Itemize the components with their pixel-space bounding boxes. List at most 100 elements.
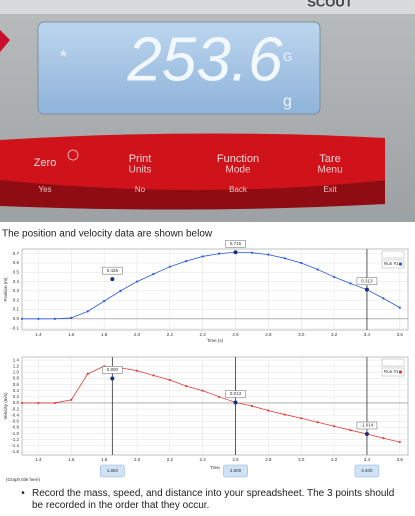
unit-lower: g [283, 93, 292, 110]
annotation-point [110, 277, 115, 282]
x-tick-label: 1.6 [68, 457, 75, 462]
x-tick-label: 2.6 [232, 332, 239, 337]
data-point [135, 280, 139, 283]
x-tick-label: 3.6 [397, 457, 404, 462]
x-tick-label: 1.6 [68, 332, 75, 337]
annotation-box [225, 240, 246, 248]
data-point [201, 389, 204, 392]
y-tick-label: 1.0 [13, 370, 20, 375]
x-tick-label: 2.0 [134, 332, 141, 337]
cursor-label: 1.850 [107, 468, 119, 473]
data-point [103, 300, 106, 303]
y-tick-label: 0.4 [13, 279, 20, 284]
x-axis-label: Time [210, 465, 220, 470]
series-line [22, 365, 400, 443]
data-point [201, 255, 204, 258]
button-sublabel: Units [129, 165, 152, 176]
reading: 253.6 [126, 25, 283, 94]
legend-swatch [399, 370, 402, 374]
indicator: * [60, 47, 67, 67]
data-point [185, 260, 188, 263]
plot-area [21, 248, 409, 331]
x-tick-label: 3.4 [364, 457, 371, 462]
y-tick-label: 1.2 [13, 363, 20, 368]
data-point [300, 417, 303, 420]
cursor-box [100, 464, 125, 478]
data-point [316, 421, 319, 424]
top-edge [0, 0, 415, 14]
data-point [267, 253, 270, 256]
button-alt-label: Exit [323, 185, 337, 194]
button-label: Print [129, 153, 152, 165]
y-tick-label: -0.6 [11, 419, 19, 424]
y-tick-label: -0.4 [11, 412, 19, 417]
lcd [37, 21, 321, 115]
brand: SCOUT [307, 0, 353, 9]
y-tick-label: 0.7 [13, 251, 20, 256]
data-point [349, 282, 352, 285]
x-axis-label: Time (s) [207, 338, 224, 343]
annotation-label: 0.800 [107, 367, 119, 372]
data-point [218, 395, 221, 398]
data-point [332, 425, 336, 428]
data-point [349, 429, 352, 432]
annotation-box [356, 277, 378, 285]
y-tick-label: -1.2 [11, 437, 19, 442]
legend-swatch [399, 262, 402, 266]
annotation-label: 0.715 [230, 241, 242, 246]
annotation-point [364, 431, 369, 436]
data-point [283, 257, 286, 260]
legend-field [381, 250, 405, 259]
button-label: Tare [319, 153, 340, 165]
chart-caption: (Graph title here) [6, 477, 41, 482]
data-point [70, 398, 73, 401]
legend-label: Run #1 [384, 369, 399, 374]
data-point [398, 306, 401, 309]
data-point [152, 273, 155, 276]
y-tick-label: 0.3 [13, 288, 20, 293]
button-alt-label: Back [229, 185, 248, 194]
data-point [332, 275, 336, 279]
data-point [86, 372, 89, 375]
y-axis-label: Velocity (m/s) [3, 392, 8, 420]
bullet-dot: • [21, 488, 25, 499]
y-tick-label: -1.4 [11, 443, 19, 448]
x-tick-label: 1.8 [101, 332, 108, 337]
y-tick-label: 0.5 [13, 269, 20, 274]
data-point [382, 297, 385, 300]
y-tick-label: 0.6 [13, 260, 20, 265]
data-point [250, 404, 254, 408]
x-tick-label: 3.2 [331, 332, 338, 337]
button-label: Zero [34, 157, 57, 169]
annotation-label: 0.013 [230, 391, 242, 396]
annotation-point [233, 400, 238, 405]
data-point [37, 401, 40, 405]
data-point [300, 261, 303, 265]
legend-field [381, 358, 405, 367]
y-tick-label: 0.2 [13, 297, 20, 302]
data-point [53, 401, 56, 405]
button-alt-label: No [135, 185, 146, 194]
data-point [20, 401, 24, 405]
y-tick-label: 0.2 [13, 394, 20, 399]
data-point [53, 317, 56, 320]
y-tick-label: 0.1 [13, 307, 20, 312]
legend-box [381, 367, 405, 377]
cursor-label: 2.600 [230, 468, 242, 473]
x-tick-label: 1.4 [35, 332, 42, 337]
x-tick-label: 2.0 [134, 457, 141, 462]
legend-label: Run #1 [384, 261, 399, 266]
data-point [37, 317, 40, 320]
y-tick-label: -1.0 [11, 431, 19, 436]
data-point [218, 252, 221, 255]
y-tick-label: 0.0 [13, 400, 20, 405]
x-tick-label: 2.4 [200, 457, 207, 462]
data-point [20, 317, 24, 320]
data-point [168, 265, 171, 268]
data-point [135, 369, 139, 372]
annotation-label: 0.426 [107, 268, 119, 273]
plot-area [21, 356, 409, 456]
annotation-label: 0.313 [361, 278, 373, 283]
x-tick-label: 3.4 [364, 332, 371, 337]
data-point [86, 310, 89, 313]
